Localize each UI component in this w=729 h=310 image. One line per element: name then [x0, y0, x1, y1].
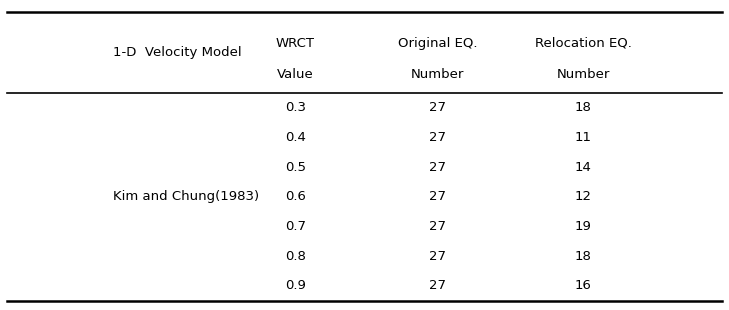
Text: 27: 27: [429, 220, 446, 233]
Text: WRCT: WRCT: [276, 37, 315, 50]
Text: 0.6: 0.6: [285, 190, 305, 203]
Text: 27: 27: [429, 161, 446, 174]
Text: 0.8: 0.8: [285, 250, 305, 263]
Text: 0.3: 0.3: [285, 101, 305, 114]
Text: 12: 12: [574, 190, 592, 203]
Text: 0.9: 0.9: [285, 279, 305, 292]
Text: Number: Number: [556, 68, 610, 81]
Text: 18: 18: [574, 101, 592, 114]
Text: Relocation EQ.: Relocation EQ.: [535, 37, 631, 50]
Text: 14: 14: [574, 161, 592, 174]
Text: Original EQ.: Original EQ.: [397, 37, 477, 50]
Text: 11: 11: [574, 131, 592, 144]
Text: Kim and Chung(1983): Kim and Chung(1983): [113, 190, 259, 203]
Text: 27: 27: [429, 131, 446, 144]
Text: 0.7: 0.7: [285, 220, 305, 233]
Text: Value: Value: [277, 68, 313, 81]
Text: 19: 19: [574, 220, 592, 233]
Text: 27: 27: [429, 279, 446, 292]
Text: 18: 18: [574, 250, 592, 263]
Text: 27: 27: [429, 190, 446, 203]
Text: 16: 16: [574, 279, 592, 292]
Text: Number: Number: [410, 68, 464, 81]
Text: 27: 27: [429, 101, 446, 114]
Text: 27: 27: [429, 250, 446, 263]
Text: 1-D  Velocity Model: 1-D Velocity Model: [113, 46, 241, 59]
Text: 0.5: 0.5: [285, 161, 305, 174]
Text: 0.4: 0.4: [285, 131, 305, 144]
